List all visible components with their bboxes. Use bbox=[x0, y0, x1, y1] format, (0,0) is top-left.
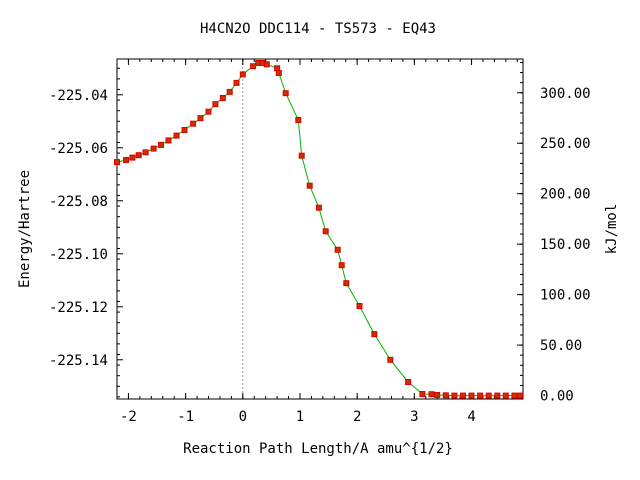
data-point bbox=[428, 391, 435, 398]
data-point bbox=[468, 392, 475, 399]
data-point bbox=[190, 120, 197, 127]
data-point bbox=[419, 391, 426, 397]
data-point bbox=[142, 149, 149, 156]
data-point bbox=[197, 115, 204, 122]
data-point bbox=[387, 356, 394, 363]
data-point bbox=[434, 392, 441, 398]
x-tick-label: -1 bbox=[177, 409, 194, 425]
data-point bbox=[356, 303, 363, 309]
data-point bbox=[205, 108, 212, 115]
y-tick-label: -225.06 bbox=[49, 141, 108, 157]
data-point bbox=[219, 95, 226, 101]
x-tick-label: 1 bbox=[296, 409, 304, 425]
data-point bbox=[511, 392, 518, 399]
data-point bbox=[250, 63, 257, 70]
data-point bbox=[371, 331, 378, 338]
data-point bbox=[494, 392, 501, 399]
data-point bbox=[226, 88, 233, 95]
data-point bbox=[123, 157, 130, 163]
data-point bbox=[181, 127, 188, 133]
x-tick-label: 2 bbox=[353, 409, 361, 425]
data-point bbox=[282, 90, 289, 97]
data-point bbox=[212, 101, 219, 108]
data-point bbox=[158, 141, 164, 148]
data-point bbox=[135, 152, 142, 159]
y2-tick-label: 0.00 bbox=[540, 389, 574, 405]
data-point bbox=[477, 392, 484, 399]
data-point bbox=[239, 71, 246, 78]
y-tick-label: -225.08 bbox=[49, 194, 108, 210]
plot-frame bbox=[116, 58, 524, 400]
x-tick-label: 4 bbox=[467, 409, 475, 425]
x-tick-label: -2 bbox=[120, 409, 137, 425]
y-tick-label: -225.10 bbox=[49, 247, 108, 263]
data-point bbox=[114, 159, 120, 166]
data-point bbox=[338, 262, 345, 269]
data-point bbox=[460, 392, 466, 399]
data-point bbox=[165, 137, 172, 144]
data-point bbox=[315, 204, 322, 211]
data-point bbox=[334, 246, 341, 253]
x-axis: -2 -1 0 1 2 3 4 bbox=[116, 59, 518, 425]
y-tick-label: -225.14 bbox=[49, 353, 108, 369]
x-axis-label: Reaction Path Length/A amu^{1/2} bbox=[183, 441, 453, 457]
data-point bbox=[295, 117, 302, 123]
y2-tick-label: 300.00 bbox=[540, 86, 591, 102]
data-point bbox=[298, 152, 305, 159]
chart-title: H4CN2O DDC114 - TS573 - EQ43 bbox=[200, 21, 436, 37]
y2-tick-label: 100.00 bbox=[540, 288, 591, 304]
data-point bbox=[129, 154, 136, 161]
data-point bbox=[405, 379, 412, 385]
data-point bbox=[322, 228, 329, 235]
energy-curve bbox=[116, 62, 521, 397]
y2-tick-label: 50.00 bbox=[540, 338, 582, 354]
data-point bbox=[306, 182, 313, 189]
data-point bbox=[263, 61, 270, 68]
data-points bbox=[114, 60, 524, 399]
x-tick-label: 0 bbox=[239, 409, 247, 425]
data-point bbox=[442, 392, 449, 399]
y2-tick-label: 150.00 bbox=[540, 237, 591, 253]
data-point bbox=[485, 392, 492, 399]
y2-tick-label: 200.00 bbox=[540, 187, 591, 203]
y-tick-label: -225.04 bbox=[49, 88, 108, 104]
data-point bbox=[150, 145, 157, 152]
data-point bbox=[502, 392, 509, 399]
y2-tick-label: 250.00 bbox=[540, 136, 591, 152]
y-axis-label: Energy/Hartree bbox=[17, 170, 33, 288]
y-tick-label: -225.12 bbox=[49, 300, 108, 316]
data-point bbox=[343, 280, 350, 287]
data-point bbox=[451, 392, 458, 399]
data-point bbox=[275, 70, 282, 76]
y-axis-right: 300.00 250.00 200.00 150.00 100.00 50.00 0.00 bbox=[517, 61, 591, 405]
data-point bbox=[517, 392, 524, 399]
x-tick-label: 3 bbox=[410, 409, 418, 425]
data-point bbox=[233, 79, 240, 86]
data-point bbox=[173, 132, 180, 139]
y-axis-left: -225.04 -225.06 -225.08 -225.10 -225.12 -225.… bbox=[49, 67, 123, 398]
y-axis-right-label: kJ/mol bbox=[604, 204, 620, 255]
